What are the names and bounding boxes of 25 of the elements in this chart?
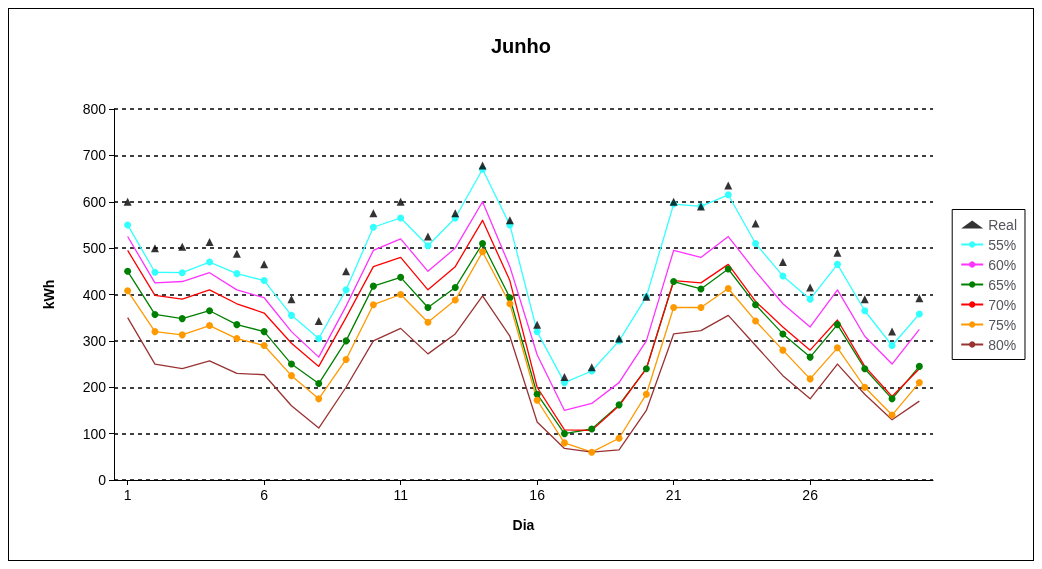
x-tick-label: 21 (665, 487, 682, 503)
y-tick-label: 300 (82, 332, 107, 349)
x-tick-label: 6 (260, 487, 269, 503)
x-tick-label: 1 (123, 487, 132, 503)
y-tick-label: 800 (82, 101, 107, 117)
legend-label: 65% (988, 276, 1017, 293)
legend-label: 55% (988, 236, 1017, 253)
legend-label: 60% (988, 256, 1017, 273)
y-tick-label: 200 (82, 379, 107, 396)
chart-title: Junho (491, 35, 551, 57)
y-tick-label: 100 (82, 425, 107, 442)
x-axis-title: Dia (512, 517, 535, 533)
legend-label: Real (988, 216, 1017, 233)
y-axis-title: kWh (41, 279, 57, 310)
x-tick-label: 11 (393, 487, 409, 503)
y-tick-label: 500 (82, 240, 107, 257)
x-tick-label: 26 (802, 487, 819, 503)
y-tick-label: 700 (82, 147, 107, 164)
y-tick-label: 400 (82, 286, 107, 303)
legend-label: 75% (988, 316, 1017, 333)
x-tick-label: 16 (529, 487, 546, 503)
legend-label: 80% (988, 336, 1017, 353)
legend-label: 70% (988, 296, 1017, 313)
y-tick-label: 600 (82, 193, 107, 210)
y-tick-label: 0 (98, 472, 107, 488)
